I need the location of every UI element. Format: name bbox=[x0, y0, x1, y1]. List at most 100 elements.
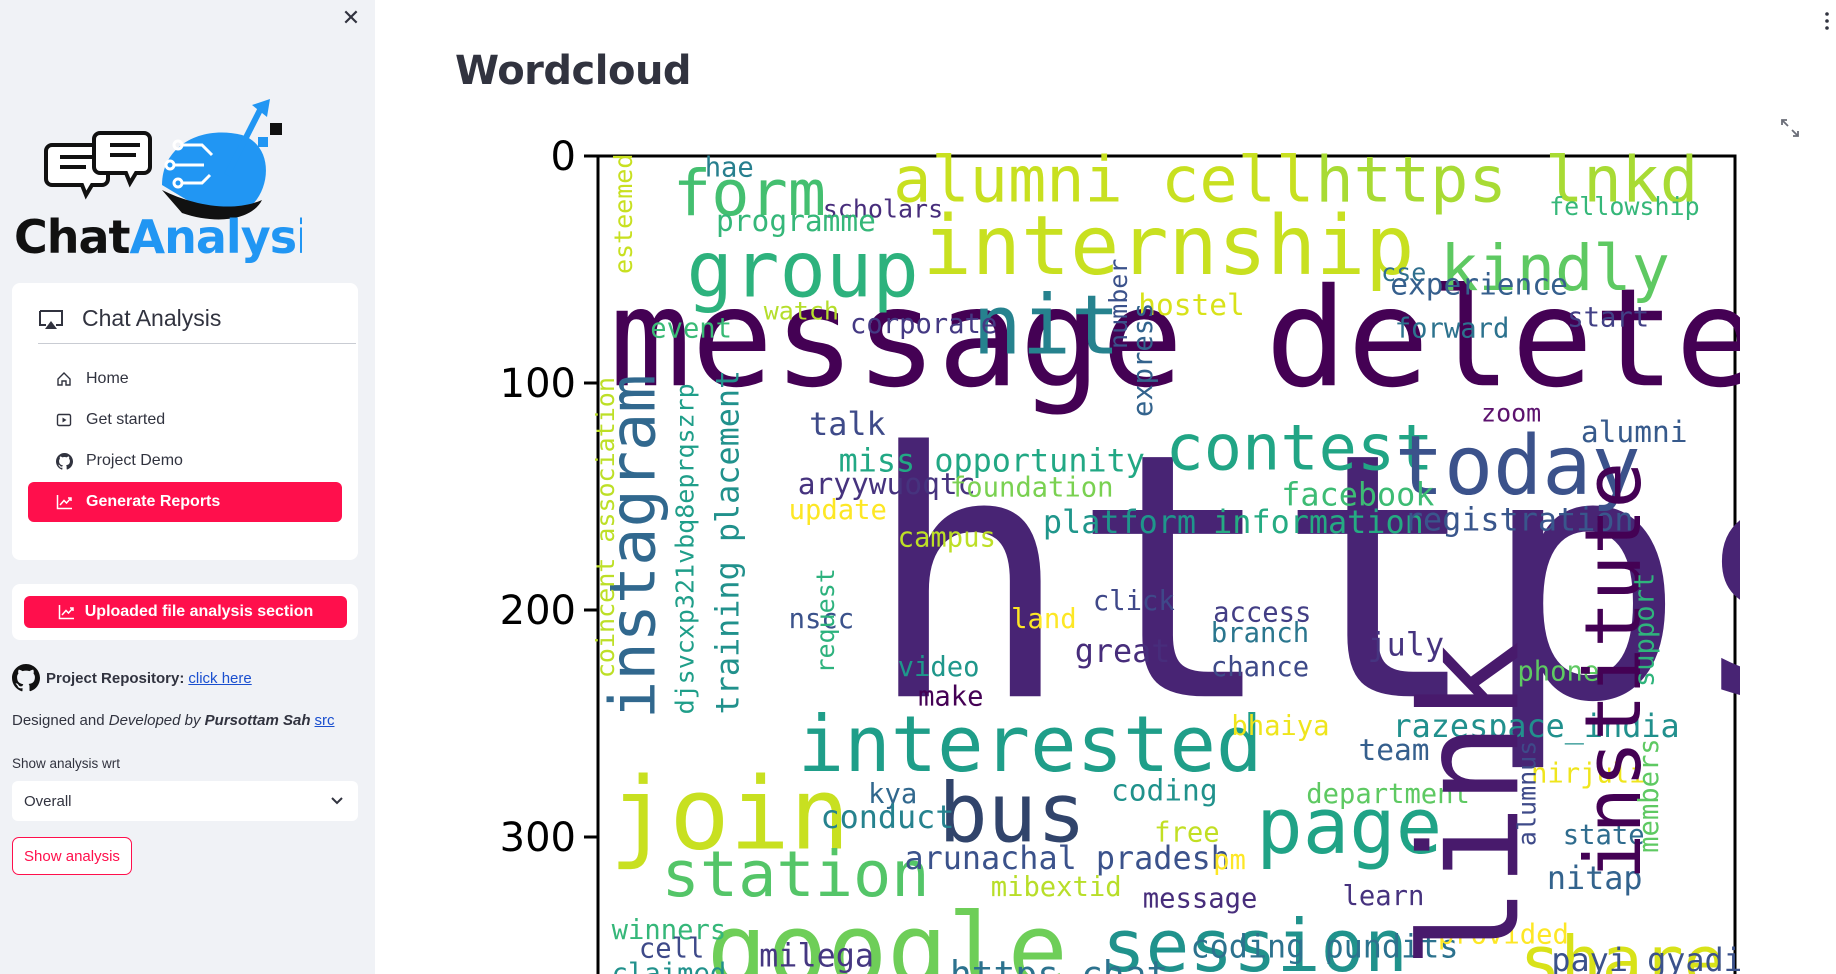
wordcloud-word: cse bbox=[1381, 258, 1426, 287]
wordcloud-word: make bbox=[918, 681, 983, 712]
wordcloud-word: alumnus bbox=[1513, 741, 1542, 846]
wordcloud-word: provided bbox=[1438, 920, 1569, 951]
y-tick-label: 300 bbox=[500, 815, 576, 861]
logo-text-analysis: Analysis bbox=[130, 210, 302, 264]
wordcloud-word: share bbox=[1520, 923, 1725, 974]
uploaded-file-analysis-button[interactable]: Uploaded file analysis section bbox=[24, 596, 347, 628]
wordcloud-word: express bbox=[1128, 302, 1159, 417]
wordcloud-word: alumni bbox=[1581, 415, 1688, 449]
wordcloud-word: coincent association bbox=[591, 377, 620, 678]
wordcloud-word: branch bbox=[1211, 618, 1309, 649]
wordcloud-word: aryywuoqtc bbox=[798, 467, 976, 501]
menu-item-label: Get started bbox=[86, 411, 166, 428]
wordcloud-word: page bbox=[1256, 782, 1442, 872]
wordcloud-word: coding bbox=[1111, 774, 1218, 808]
wordcloud-word: campus bbox=[898, 522, 996, 553]
show-analysis-label: Show analysis wrt bbox=[12, 756, 121, 771]
wordcloud-word: join bbox=[609, 755, 850, 872]
wordcloud-word: registration bbox=[1404, 502, 1634, 539]
menu-item-label: Generate Reports bbox=[86, 493, 221, 510]
logo-text-chat: Chat bbox=[14, 210, 130, 264]
wordcloud-word: information bbox=[1213, 504, 1424, 541]
wordcloud-word: update bbox=[789, 495, 887, 526]
project-repository: Project Repository: click here bbox=[12, 664, 252, 692]
wordcloud-word: alumni cell bbox=[893, 142, 1314, 216]
wordcloud-word: scholars bbox=[823, 194, 943, 223]
credit-src-link[interactable]: src bbox=[314, 712, 335, 729]
wordcloud-word: watch bbox=[764, 296, 839, 325]
wordcloud-word: phone bbox=[1517, 656, 1599, 687]
wordcloud-word: free bbox=[1154, 818, 1219, 849]
wordcloud-word: july bbox=[1368, 626, 1445, 663]
wordcloud-word: contest bbox=[1166, 410, 1434, 484]
wordcloud-word: pm bbox=[1213, 845, 1246, 876]
wordcloud-word: training placement bbox=[710, 370, 747, 715]
y-tick-label: 100 bbox=[500, 361, 576, 407]
fullscreen-expand-icon[interactable] bbox=[1778, 116, 1802, 140]
github-icon bbox=[54, 451, 74, 471]
wordcloud-word: nitap bbox=[1547, 860, 1643, 897]
menu-item-home[interactable]: Home bbox=[28, 359, 342, 399]
wordcloud-frame bbox=[596, 154, 1737, 974]
wordcloud-word: interested bbox=[798, 700, 1263, 790]
repo-label: Project Repository: bbox=[46, 669, 185, 687]
wordcloud-word: members bbox=[1634, 738, 1665, 853]
wordcloud-word: claimed bbox=[612, 958, 727, 974]
wordcloud-word: djsvcxp321vbq8eprqszrp bbox=[670, 383, 699, 714]
wordcloud-word: team bbox=[1358, 733, 1429, 767]
close-sidebar-button[interactable]: ✕ bbox=[341, 6, 361, 31]
wordcloud-word: group bbox=[687, 226, 919, 316]
wordcloud-word: session bbox=[1102, 905, 1408, 974]
wordcloud-word: google bbox=[707, 892, 1068, 974]
wordcloud-word: station bbox=[662, 837, 930, 911]
wordcloud-word: hostel bbox=[1138, 288, 1245, 322]
wordcloud-word: miss opportunity bbox=[839, 443, 1145, 480]
wordcloud-word: institute bbox=[1569, 462, 1659, 880]
page-title: Wordcloud bbox=[455, 48, 692, 94]
show-analysis-button[interactable]: Show analysis bbox=[12, 837, 132, 875]
chart-line-icon bbox=[54, 492, 74, 512]
menu-item-label: Project Demo bbox=[86, 452, 183, 469]
show-analysis-select[interactable]: Overall bbox=[12, 781, 358, 821]
wordcloud-word: great bbox=[1075, 633, 1171, 670]
wordcloud-word: https chat bbox=[950, 953, 1169, 974]
y-axis: 0 100 200 300 bbox=[500, 134, 598, 861]
chat-bubbles-icon bbox=[44, 131, 152, 200]
wordcloud-word: hae bbox=[705, 152, 754, 183]
wordcloud-word: zoom bbox=[1481, 399, 1541, 428]
kebab-menu-icon[interactable] bbox=[1822, 10, 1832, 32]
upload-card: Uploaded file analysis section bbox=[12, 584, 358, 640]
wordcloud-word: event bbox=[650, 314, 732, 345]
wordcloud-word: land bbox=[1011, 604, 1076, 635]
menu-item-project-demo[interactable]: Project Demo bbox=[28, 441, 342, 481]
play-icon bbox=[54, 410, 74, 430]
wordcloud-word: learn bbox=[1343, 881, 1425, 912]
uploaded-file-analysis-label: Uploaded file analysis section bbox=[84, 603, 314, 620]
wordcloud-word: mibextid bbox=[991, 872, 1122, 903]
wordcloud-word: message deleted bbox=[609, 260, 1740, 418]
wordcloud-word: winners bbox=[612, 915, 727, 946]
wordcloud-word: video bbox=[898, 652, 980, 683]
y-tick-label: 200 bbox=[500, 588, 576, 634]
wordcloud-word: form bbox=[673, 156, 826, 230]
repo-link[interactable]: click here bbox=[188, 669, 252, 687]
wordcloud-word: payi gyadi bbox=[1551, 942, 1740, 974]
wordcloud-word: bus bbox=[939, 767, 1087, 862]
wordcloud-word: esteemed bbox=[609, 154, 638, 274]
menu-item-label: Home bbox=[86, 370, 129, 387]
wordcloud-word: milega bbox=[759, 937, 874, 974]
credit-author: Pursottam Sah bbox=[204, 712, 311, 729]
wordcloud-word: internship bbox=[923, 199, 1415, 294]
menu-item-get-started[interactable]: Get started bbox=[28, 400, 342, 440]
wordcloud-word: cell bbox=[639, 933, 704, 964]
wordcloud-word: link bbox=[1392, 641, 1550, 969]
wordcloud-word: foundation bbox=[950, 473, 1114, 504]
wordcloud-word: coding pundits bbox=[1190, 928, 1458, 965]
menu-item-generate-reports[interactable]: Generate Reports bbox=[28, 482, 342, 522]
wordcloud-word: state bbox=[1563, 820, 1645, 851]
wordcloud-word: instagram bbox=[596, 374, 670, 719]
